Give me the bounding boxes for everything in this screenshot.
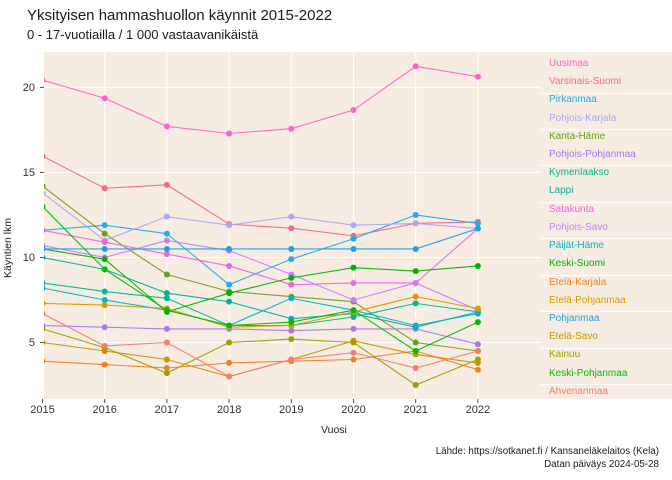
svg-text:2019: 2019 [279, 404, 303, 416]
svg-text:2017: 2017 [155, 404, 179, 416]
svg-text:2020: 2020 [341, 404, 365, 416]
svg-text:2021: 2021 [403, 404, 427, 416]
svg-text:2018: 2018 [217, 404, 241, 416]
svg-text:2015: 2015 [30, 404, 54, 416]
svg-text:20: 20 [23, 82, 35, 94]
svg-text:15: 15 [23, 167, 35, 179]
svg-text:2022: 2022 [466, 404, 490, 416]
svg-text:10: 10 [23, 252, 35, 264]
svg-text:5: 5 [29, 337, 35, 349]
svg-text:2016: 2016 [92, 404, 116, 416]
